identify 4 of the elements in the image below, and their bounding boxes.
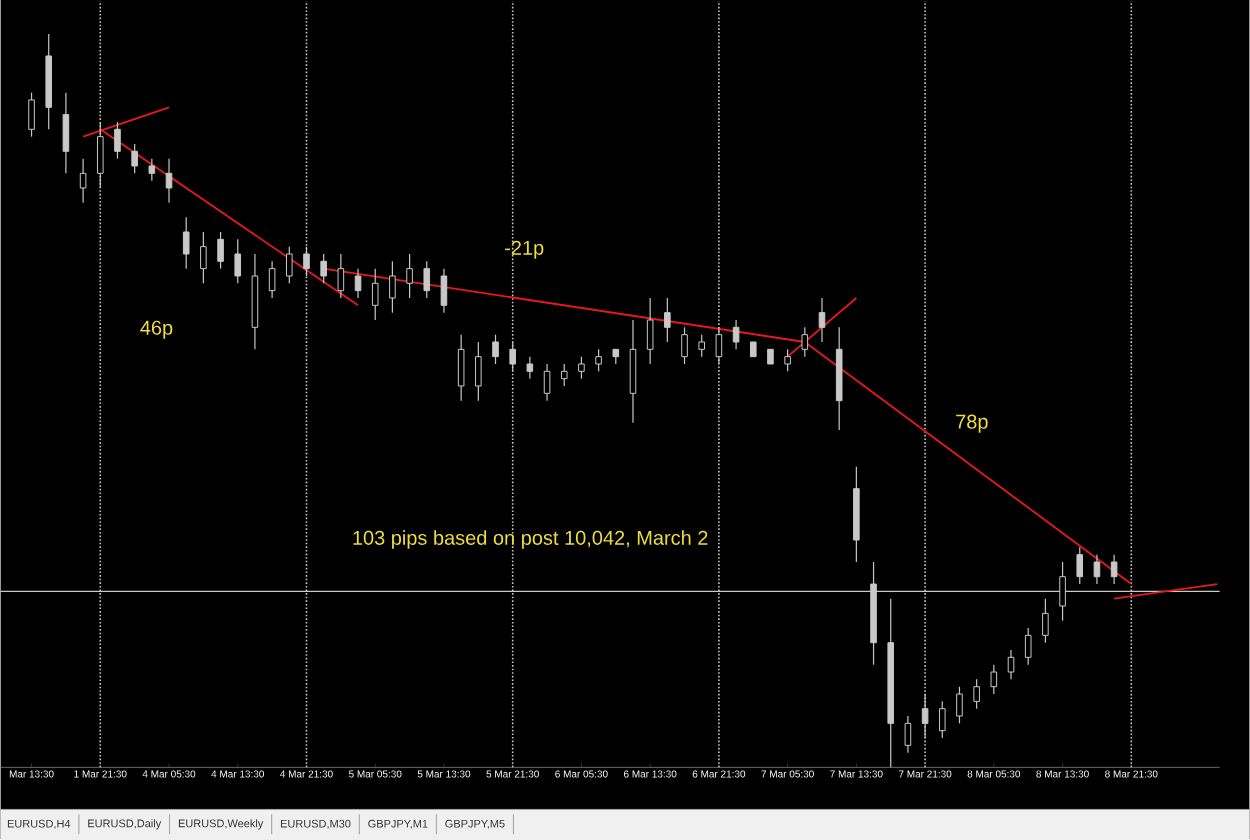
annotation: 103 pips based on post 10,042, March 2 (353, 530, 708, 550)
annotation: 46p (140, 321, 173, 340)
annotation: -21p (505, 241, 544, 260)
annotation: 78p (956, 414, 988, 434)
